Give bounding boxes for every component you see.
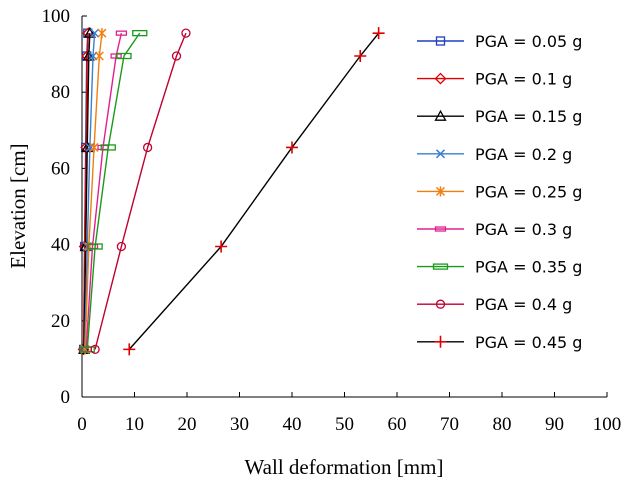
y-tick-label: 60 [51, 158, 70, 179]
data-point [94, 51, 104, 62]
legend-label: PGA = 0.05 g [475, 32, 582, 51]
series-line [82, 33, 89, 350]
data-point [85, 142, 95, 152]
legend-item: PGA = 0.1 g [417, 70, 572, 89]
x-tick-label: 10 [125, 414, 144, 435]
x-tick-label: 30 [230, 414, 249, 435]
data-point [83, 26, 96, 38]
data-point [354, 50, 367, 63]
series-line [94, 32, 187, 350]
legend-item: PGA = 0.4 g [417, 295, 572, 314]
legend-label: PGA = 0.35 g [475, 258, 582, 277]
legend-marker [434, 335, 447, 348]
legend-item: PGA = 0.15 g [417, 107, 582, 126]
y-tick-label: 100 [42, 6, 71, 27]
series-line [85, 32, 123, 350]
x-tick-label: 100 [593, 414, 622, 435]
legend-marker [434, 109, 447, 121]
data-point [171, 51, 182, 61]
y-ticks: 0 20 40 60 80 100 [42, 6, 87, 408]
y-tick-label: 40 [51, 235, 70, 256]
data-point [97, 28, 107, 39]
data-point [123, 343, 136, 356]
legend-marker [434, 72, 447, 85]
series-5 [80, 28, 107, 355]
data-point [90, 28, 100, 38]
x-ticks: 0 10 20 30 40 50 60 70 80 90 100 [77, 392, 621, 435]
plot-area: 0 10 20 30 40 50 60 70 80 90 100 0 20 40 60 80 100 [42, 6, 622, 435]
legend-marker [435, 299, 446, 309]
series-line [83, 33, 91, 350]
data-point [115, 30, 128, 36]
y-tick-label: 80 [51, 82, 70, 103]
x-tick-label: 80 [493, 414, 512, 435]
data-point [181, 28, 191, 38]
legend-marker [432, 263, 449, 270]
legend-item: PGA = 0.35 g [417, 258, 582, 277]
legend-item: PGA = 0.3 g [417, 220, 572, 239]
data-point [100, 144, 116, 151]
y-tick-label: 0 [61, 387, 71, 408]
legend-item: PGA = 0.05 g [417, 32, 582, 51]
legend-item: PGA = 0.2 g [417, 145, 572, 164]
x-tick-label: 50 [335, 414, 354, 435]
data-point [110, 53, 122, 59]
legend-marker [435, 36, 446, 46]
legend-label: PGA = 0.25 g [475, 182, 582, 201]
legend-marker [435, 186, 446, 197]
data-point [79, 346, 95, 353]
legend-item: PGA = 0.25 g [417, 182, 582, 201]
legend-item: PGA = 0.45 g [417, 333, 582, 352]
series-9 [123, 27, 385, 356]
data-point [89, 142, 99, 153]
x-axis-title: Wall deformation [mm] [245, 455, 444, 479]
legend-label: PGA = 0.45 g [475, 333, 582, 352]
x-tick-label: 90 [545, 414, 564, 435]
data-point [87, 243, 103, 250]
data-point [132, 29, 148, 37]
legend-label: PGA = 0.3 g [475, 220, 572, 239]
data-point [215, 240, 228, 253]
x-tick-label: 0 [77, 414, 87, 435]
legend-marker [435, 149, 446, 159]
legend-label: PGA = 0.4 g [475, 295, 572, 314]
data-point [286, 141, 298, 154]
y-tick-label: 20 [51, 311, 70, 332]
y-axis-title: Elevation [cm] [6, 143, 30, 268]
series-line [128, 32, 380, 350]
series-line [86, 32, 141, 350]
series-line [84, 33, 103, 350]
data-point [90, 344, 100, 355]
data-point [116, 241, 127, 252]
data-point [372, 27, 385, 40]
series-8 [90, 28, 191, 355]
data-point [116, 52, 132, 60]
data-point [82, 49, 95, 61]
series-7 [79, 29, 148, 353]
data-point [142, 142, 153, 153]
legend-label: PGA = 0.2 g [475, 145, 572, 164]
x-tick-label: 20 [178, 414, 197, 435]
legend-label: PGA = 0.15 g [475, 107, 582, 126]
series-group [77, 26, 385, 356]
legend-marker [434, 226, 447, 232]
x-tick-label: 70 [440, 414, 459, 435]
legend-label: PGA = 0.1 g [475, 70, 572, 89]
x-tick-label: 60 [388, 414, 407, 435]
legend: PGA = 0.05 g PGA = 0.1 g PGA = 0.15 g PGA =… [417, 32, 582, 352]
x-tick-label: 40 [283, 414, 302, 435]
